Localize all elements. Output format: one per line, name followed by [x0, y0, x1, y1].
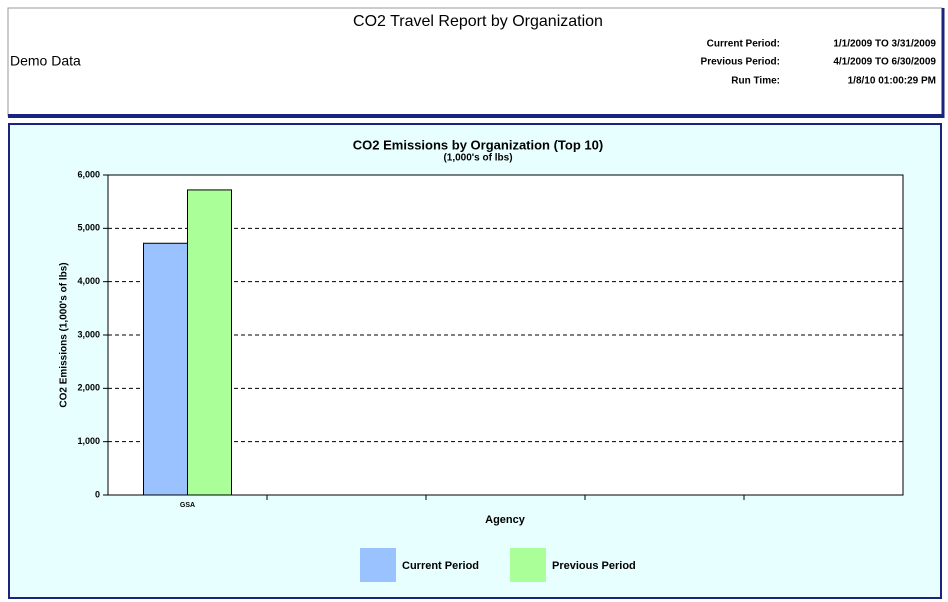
- chart-subtitle: (1,000's of lbs): [443, 153, 512, 164]
- info-label: Current Period:: [707, 39, 780, 50]
- y-tick-label: 1,000: [77, 436, 100, 446]
- info-value: 1/1/2009 TO 3/31/2009: [833, 39, 936, 50]
- info-value: 4/1/2009 TO 6/30/2009: [833, 57, 936, 68]
- legend-label: Current Period: [402, 560, 479, 572]
- header-box: [7, 7, 943, 117]
- y-tick-label: 5,000: [77, 223, 100, 233]
- y-tick-label: 0: [95, 489, 100, 499]
- info-value: 1/8/10 01:00:29 PM: [848, 76, 936, 87]
- legend-swatch: [510, 548, 546, 582]
- x-axis-label: Agency: [485, 514, 526, 526]
- legend-label: Previous Period: [552, 560, 636, 572]
- plot-area: [107, 174, 904, 496]
- y-tick-label: 3,000: [77, 329, 100, 339]
- y-axis-label: CO2 Emissions (1,000's of lbs): [59, 262, 70, 407]
- x-tick-label: GSA: [180, 502, 195, 509]
- report-title: CO2 Travel Report by Organization: [353, 13, 603, 30]
- bar: [143, 242, 188, 496]
- info-label: Run Time:: [731, 76, 780, 87]
- y-tick-label: 6,000: [77, 169, 100, 179]
- legend-swatch: [360, 548, 396, 582]
- y-tick-label: 4,000: [77, 276, 100, 286]
- y-tick-label: 2,000: [77, 383, 100, 393]
- bar: [187, 189, 232, 496]
- info-label: Previous Period:: [701, 57, 780, 68]
- report-subtitle: Demo Data: [10, 53, 81, 69]
- chart-title: CO2 Emissions by Organization (Top 10): [353, 137, 603, 152]
